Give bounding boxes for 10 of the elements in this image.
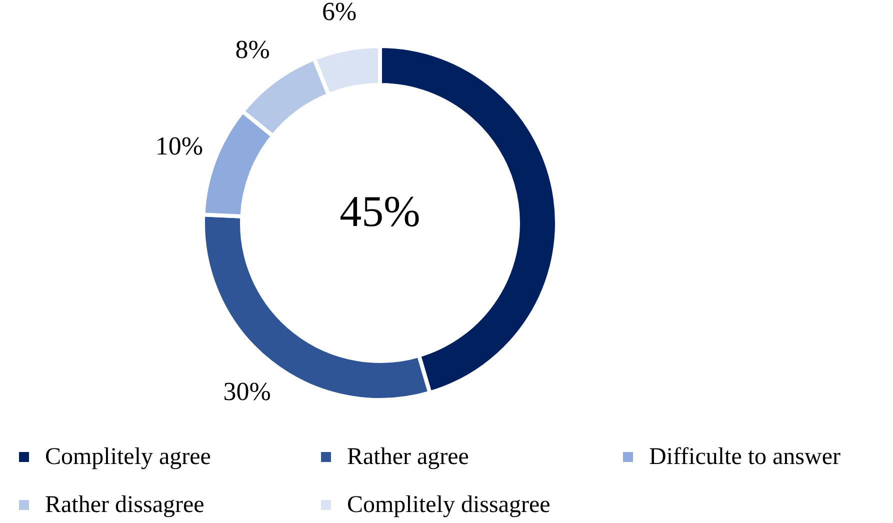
data-label: 10% — [155, 131, 203, 160]
data-label: 8% — [235, 34, 270, 64]
legend-label: Complitely agree — [45, 444, 211, 470]
text: 45% — [340, 187, 420, 236]
legend-label: Rather dissagree — [45, 492, 204, 518]
legend-label: Difficulte to answer — [649, 444, 841, 470]
data-label: 6% — [322, 0, 357, 26]
legend-label: Complitely dissagree — [347, 492, 550, 518]
data-label: 30% — [223, 377, 271, 406]
legend-label: Rather agree — [347, 444, 469, 470]
